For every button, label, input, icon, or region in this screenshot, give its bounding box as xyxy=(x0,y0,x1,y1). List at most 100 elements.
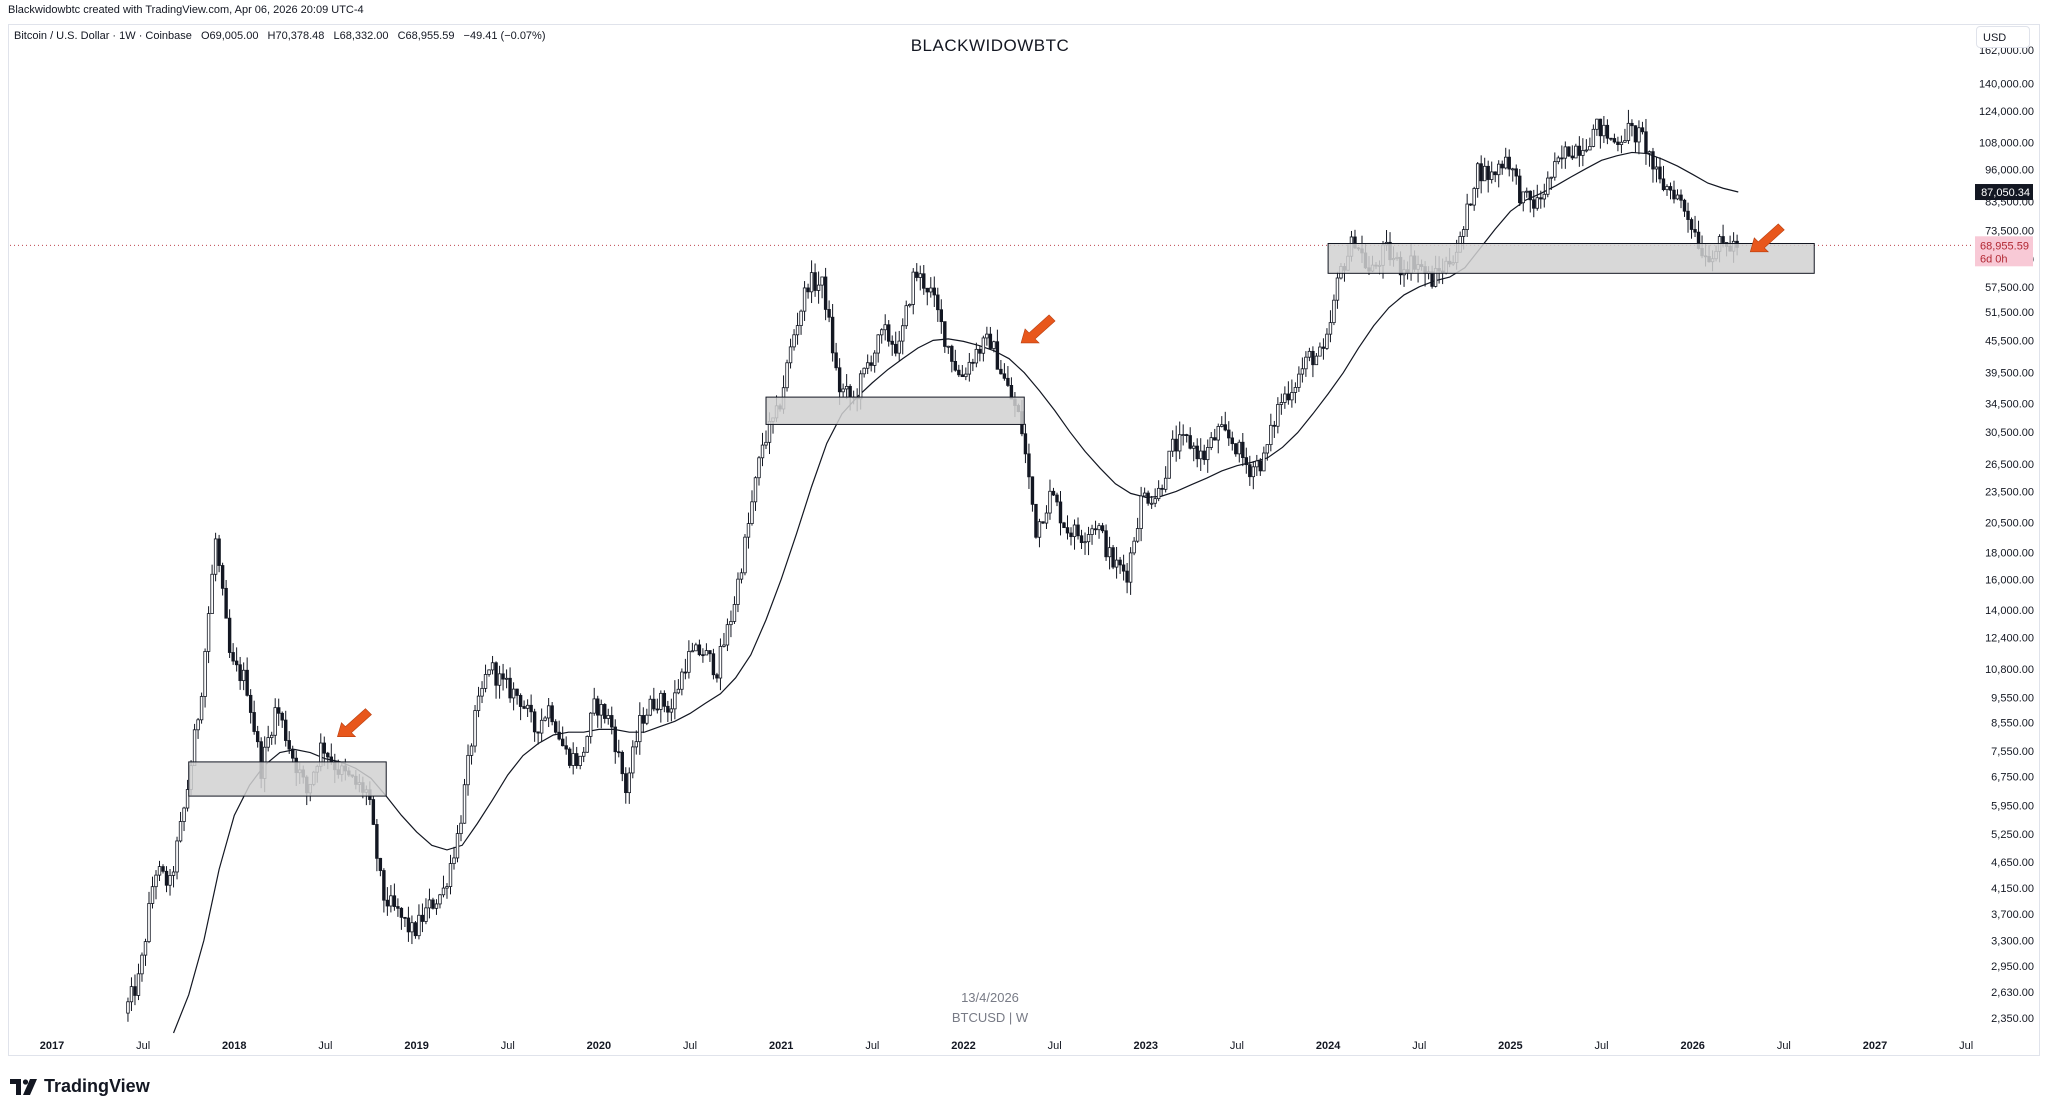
candle xyxy=(1679,189,1683,209)
candle xyxy=(687,640,691,679)
candle xyxy=(620,750,624,782)
candle xyxy=(1479,155,1483,194)
price-tick-label-14: 26,500.00 xyxy=(1985,459,2034,471)
candle-body-down xyxy=(1118,559,1122,566)
candle xyxy=(1139,486,1143,542)
candle xyxy=(1234,443,1238,457)
candle-body-up xyxy=(606,715,610,719)
candle-body-up xyxy=(1307,350,1312,358)
candle-body-up xyxy=(1072,524,1077,538)
candle-body-up xyxy=(203,651,207,697)
candle xyxy=(574,746,579,769)
candle-body-up xyxy=(206,613,211,652)
currency-button[interactable]: USD xyxy=(1976,26,2030,48)
candle-body-down xyxy=(420,914,425,922)
candle xyxy=(434,899,439,915)
candle xyxy=(1104,524,1108,561)
candle-body-up xyxy=(879,329,884,336)
candle xyxy=(1058,491,1063,536)
candle-body-down xyxy=(624,773,628,794)
candle xyxy=(1027,443,1031,489)
candle-body-down xyxy=(557,731,561,740)
candle-body-down xyxy=(515,688,519,696)
candle-body-up xyxy=(1497,163,1501,176)
candle xyxy=(1686,202,1690,233)
candle-body-up xyxy=(1262,452,1266,472)
time-tick-label-15: Jul xyxy=(1412,1040,1426,1052)
candle-body-down xyxy=(1609,137,1613,140)
candle xyxy=(1668,182,1673,200)
candle xyxy=(1328,310,1333,343)
candle xyxy=(546,698,551,728)
candle xyxy=(792,329,796,351)
candle xyxy=(1209,432,1213,451)
candle-body-down xyxy=(1174,438,1178,452)
candle xyxy=(1286,381,1291,405)
candle-body-up xyxy=(185,789,190,809)
time-tick-label-9: Jul xyxy=(865,1040,879,1052)
candle-body-up xyxy=(792,334,796,348)
candle xyxy=(1500,160,1504,175)
candle-body-down xyxy=(522,706,526,709)
price-tick-label-20: 12,400.00 xyxy=(1985,633,2034,645)
support-zone-3 xyxy=(1327,242,1815,274)
candle-body-down xyxy=(1023,433,1028,455)
candle-body-down xyxy=(382,870,386,901)
candle-body-down xyxy=(715,674,719,679)
candle xyxy=(582,747,586,763)
candle-body-down xyxy=(995,341,1000,370)
candle xyxy=(529,694,533,723)
candle-body-down xyxy=(848,385,852,398)
candle xyxy=(1069,527,1073,546)
candle xyxy=(490,655,495,675)
symbol-legend[interactable]: Bitcoin / U.S. Dollar · 1W · Coinbase O6… xyxy=(14,30,552,42)
candle xyxy=(1107,536,1112,570)
candle xyxy=(711,648,716,680)
candle-body-up xyxy=(883,324,887,331)
candle-body-down xyxy=(385,899,390,907)
candle-body-down xyxy=(978,348,982,354)
candle xyxy=(999,359,1003,375)
candle-body-down xyxy=(697,644,702,656)
zones-layer xyxy=(188,242,1815,797)
candle xyxy=(1255,454,1259,476)
candle xyxy=(1048,479,1052,520)
candle-body-up xyxy=(648,698,653,716)
chart-area[interactable] xyxy=(8,24,2040,1056)
candle-body-up xyxy=(1135,528,1140,542)
candle-body-up xyxy=(1209,437,1213,448)
tradingview-logo[interactable]: TradingView xyxy=(10,1076,150,1097)
candle-body-up xyxy=(746,523,751,538)
candle-body-up xyxy=(462,784,467,824)
candle-body-up xyxy=(732,604,737,622)
candle-body-down xyxy=(1055,494,1059,503)
candle xyxy=(389,885,393,913)
candle xyxy=(953,349,958,372)
candle xyxy=(1539,190,1543,209)
candle xyxy=(455,825,460,863)
candle-body-down xyxy=(666,705,670,713)
candle xyxy=(995,329,1000,370)
candle-body-up xyxy=(1090,528,1094,535)
candle-body-down xyxy=(406,917,411,933)
countdown-label: 6d 0h xyxy=(1980,253,2008,265)
candle-body-down xyxy=(1223,424,1227,431)
candle-body-up xyxy=(901,325,905,342)
candle xyxy=(245,657,249,697)
candle xyxy=(869,355,873,372)
candle-body-down xyxy=(936,294,940,311)
candle-body-down xyxy=(255,731,260,743)
candle-body-up xyxy=(964,373,968,378)
candle-body-up xyxy=(1314,355,1319,366)
candle xyxy=(420,903,425,933)
candle xyxy=(1584,139,1589,153)
candle-body-up xyxy=(1521,191,1525,204)
candle xyxy=(865,354,870,375)
candle-body-up xyxy=(1132,540,1136,554)
candle xyxy=(1167,450,1171,479)
candle-body-down xyxy=(1567,146,1571,157)
candle-body-up xyxy=(725,624,730,646)
candle-body-down xyxy=(1213,437,1217,441)
candle-body-up xyxy=(269,734,274,739)
